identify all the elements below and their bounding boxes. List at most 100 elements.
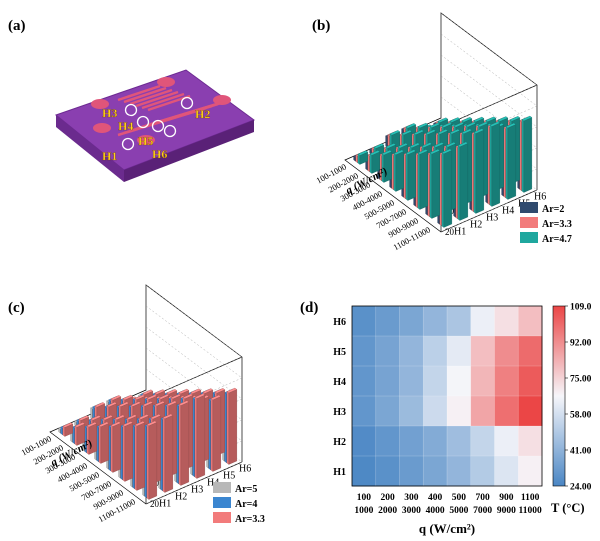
bar-top [162, 413, 174, 420]
colorbar-tick-label: 58.00 [570, 411, 592, 421]
bar-front [108, 425, 111, 472]
bar-front [391, 154, 394, 191]
z-tick-label: 20 [150, 499, 160, 509]
heatmap-cell [470, 396, 495, 427]
bar-top [62, 422, 74, 428]
bar-top [413, 129, 425, 135]
heatmap-cell [352, 426, 377, 457]
bar-side [443, 150, 452, 228]
bar-top [433, 142, 445, 148]
heater-marker-icon [124, 103, 138, 117]
legend-swatch [213, 497, 231, 508]
bar-side [431, 150, 440, 219]
x-tick-label: 7000 [473, 506, 492, 516]
heater-marker-icon [121, 137, 135, 151]
colorbar-tick-label: 75.00 [570, 375, 592, 385]
bar-top [369, 150, 381, 156]
bar-top [437, 129, 449, 135]
heatmap-cell [352, 366, 377, 397]
bar-top [405, 149, 417, 155]
bar-top [461, 128, 473, 134]
heatmap-cell [352, 396, 377, 427]
bar-front [393, 153, 396, 192]
bar-front [505, 126, 508, 200]
bar-top [497, 116, 509, 122]
bar-front [369, 153, 372, 174]
heatmap-cell [494, 366, 519, 397]
bar-top [98, 421, 110, 428]
bar-top [182, 393, 194, 399]
y-tick-label: H2 [333, 437, 346, 448]
bar-front [471, 132, 474, 213]
x-tick-label: 1100 [521, 493, 540, 503]
bar-front [457, 145, 460, 221]
legend-swatch [520, 217, 538, 228]
heatmap-cell [399, 306, 424, 337]
colorbar-tick-label: 92.00 [570, 339, 592, 349]
bar-top [122, 421, 134, 427]
bar-front [98, 425, 101, 464]
bar-front [441, 152, 444, 228]
bar-top [110, 421, 122, 427]
bar-top [194, 393, 206, 399]
bar-top [166, 389, 178, 395]
bar-front [132, 425, 135, 490]
heater-trace [147, 98, 231, 127]
heatmap-cell [518, 426, 543, 457]
bar-top [461, 117, 473, 123]
substrate-side-right [124, 120, 254, 182]
y-tick-label: H3 [333, 407, 346, 418]
x-tick-label: 700 [476, 493, 491, 503]
bar-top [138, 414, 150, 420]
heatmap-cell [423, 456, 448, 487]
bar-front [226, 391, 229, 465]
x-tick-label: 2000 [378, 506, 397, 516]
bar-top [142, 389, 154, 395]
x-tick-label: 3000 [402, 506, 421, 516]
heatmap-cell [447, 426, 472, 457]
bar-top [421, 142, 433, 148]
bar-top [473, 128, 485, 134]
bar-top [389, 130, 401, 136]
bar-side [136, 422, 145, 491]
bar-front [405, 152, 408, 201]
heatmap-cell [423, 336, 448, 367]
heater-pad [137, 135, 155, 145]
heatmap-cell [423, 366, 448, 397]
bar-top [441, 148, 453, 155]
bar-top [429, 122, 441, 128]
bar-front [403, 153, 406, 200]
bar-front [178, 403, 181, 486]
bar-front [224, 392, 227, 464]
bar-top [445, 142, 457, 148]
bar-top [146, 420, 158, 427]
heater-trace [129, 88, 173, 106]
heatmap-cell [375, 396, 400, 427]
bar-top [102, 414, 114, 421]
heatmap-cell [447, 366, 472, 397]
legend-swatch [213, 512, 231, 523]
bar-top [373, 143, 385, 149]
x-axis-label: q (W/cm²) [419, 521, 475, 536]
y-tick-label: H4 [502, 206, 514, 217]
bar-top [78, 415, 90, 421]
heatmap-cell [470, 336, 495, 367]
heater-trace [141, 92, 185, 110]
x-tick-label: 300 [404, 493, 419, 503]
bar-top [190, 388, 202, 394]
heatmap-cell [352, 336, 377, 367]
bar-front [160, 418, 163, 492]
x-tick-label: 900 [499, 493, 514, 503]
bar-top [118, 401, 130, 407]
heatmap-cell [518, 456, 543, 487]
heater-trace [123, 86, 167, 104]
bar-top [210, 394, 222, 401]
bar-side [212, 396, 221, 472]
heater-marker-icon [163, 124, 177, 138]
bar-front [146, 424, 149, 500]
heatmap-cell [518, 336, 543, 367]
heatmap-cell [375, 366, 400, 397]
bar-top [485, 116, 497, 122]
